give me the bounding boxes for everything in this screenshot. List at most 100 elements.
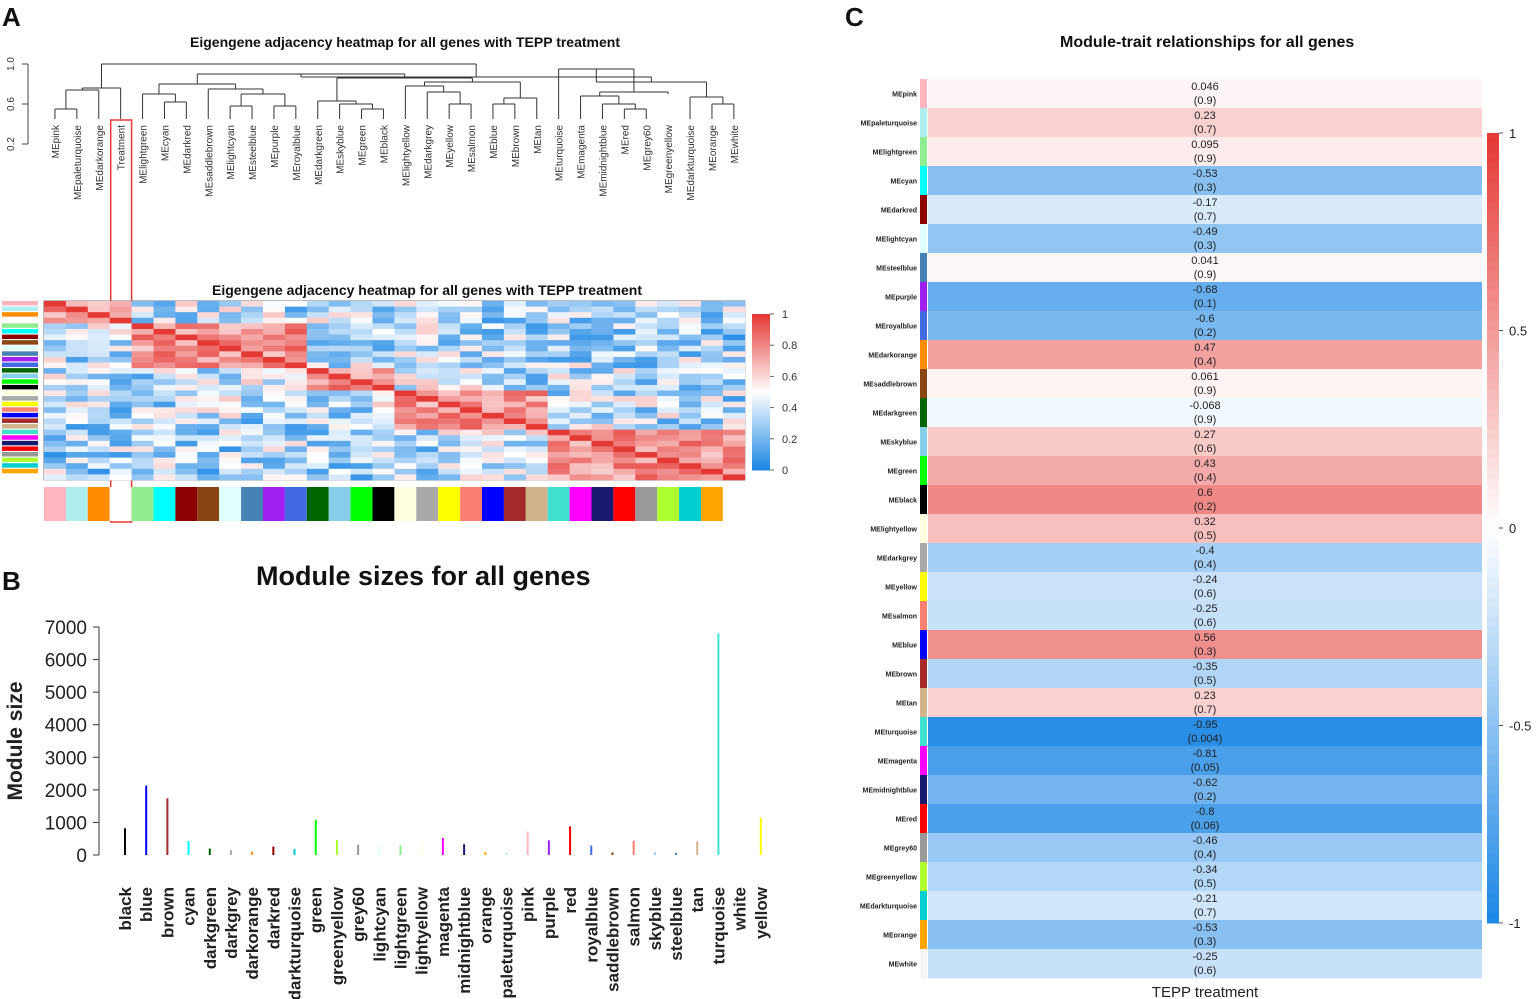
dendrogram-leaf-label: MEred — [620, 125, 631, 154]
adjacency-cell — [547, 440, 570, 447]
module-trait-cell — [928, 775, 1482, 805]
row-module-swatch — [2, 440, 38, 446]
adjacency-cell — [482, 373, 505, 380]
adjacency-cell — [372, 407, 395, 414]
module-trait-pvalue: (0.3) — [1194, 240, 1217, 252]
adjacency-cell — [416, 407, 439, 414]
adjacency-cell — [394, 323, 417, 330]
adjacency-cell — [635, 424, 658, 430]
module-trait-correlation: -0.62 — [1192, 777, 1217, 789]
adjacency-cell — [569, 312, 592, 319]
adjacency-cell — [219, 429, 242, 436]
module-trait-row-label: MEcyan — [891, 179, 917, 186]
legend-tick-label: 0.8 — [782, 340, 797, 352]
adjacency-cell — [701, 412, 724, 419]
adjacency-cell — [328, 328, 351, 335]
adjacency-cell — [44, 429, 67, 436]
adjacency-cell — [131, 429, 154, 436]
legend-gradient-step — [752, 314, 770, 318]
adjacency-cell — [372, 340, 395, 347]
adjacency-cell — [438, 334, 461, 341]
module-trait-legend-step — [1487, 429, 1499, 440]
module-trait-cell — [928, 717, 1482, 747]
dendrogram-y-tick-label: 1.0 — [6, 57, 17, 71]
adjacency-cell — [153, 328, 176, 335]
adjacency-cell — [635, 435, 658, 442]
adjacency-cell — [679, 317, 702, 324]
adjacency-cell — [328, 407, 351, 414]
module-trait-cell — [928, 862, 1482, 892]
row-module-swatch — [2, 317, 38, 323]
adjacency-cell — [350, 340, 373, 347]
adjacency-cell — [525, 474, 548, 481]
legend-gradient-step — [752, 464, 770, 468]
adjacency-cell — [284, 312, 308, 319]
adjacency-cell — [306, 418, 329, 425]
adjacency-cell — [241, 457, 264, 464]
adjacency-cell — [547, 301, 570, 307]
adjacency-cell — [350, 312, 373, 319]
adjacency-cell — [503, 457, 527, 464]
column-module-swatch — [65, 487, 88, 521]
adjacency-cell — [306, 340, 329, 347]
adjacency-cell — [350, 351, 373, 358]
adjacency-cell — [284, 418, 308, 425]
adjacency-cell — [482, 379, 505, 386]
adjacency-cell — [525, 384, 548, 391]
adjacency-cell — [350, 435, 373, 442]
adjacency-cell — [241, 435, 264, 442]
adjacency-cell — [701, 424, 724, 430]
adjacency-cell — [525, 301, 548, 307]
adjacency-cell — [153, 345, 176, 352]
adjacency-cell — [219, 435, 242, 442]
adjacency-cell — [613, 468, 636, 475]
module-trait-pvalue: (0.4) — [1194, 356, 1217, 368]
adjacency-cell — [350, 412, 373, 419]
module-size-x-tick-label: lightgreen — [392, 887, 411, 969]
row-module-swatch — [2, 407, 38, 412]
adjacency-cell — [131, 463, 154, 470]
module-trait-legend-step — [1487, 893, 1499, 904]
adjacency-cell — [591, 301, 614, 307]
adjacency-cell — [219, 407, 242, 414]
row-module-swatch — [2, 301, 38, 306]
adjacency-cell — [372, 418, 395, 425]
legend-gradient-step — [752, 405, 770, 409]
adjacency-cell — [503, 373, 527, 380]
adjacency-cell — [219, 401, 242, 408]
adjacency-cell — [591, 407, 614, 414]
module-trait-legend-step — [1487, 607, 1499, 618]
module-trait-cell — [928, 746, 1482, 776]
adjacency-cell — [263, 301, 286, 307]
adjacency-cell — [197, 328, 220, 335]
module-trait-legend-step — [1487, 597, 1499, 608]
row-module-swatch — [2, 328, 38, 334]
adjacency-cell — [241, 312, 264, 319]
adjacency-cell — [591, 379, 614, 386]
module-size-x-tick-label: grey60 — [349, 887, 368, 942]
module-trait-legend-label: -1 — [1509, 916, 1521, 931]
module-size-y-tick-label: 6000 — [45, 651, 87, 672]
adjacency-cell — [635, 407, 658, 414]
legend-gradient-step — [752, 319, 770, 323]
adjacency-cell — [153, 446, 176, 453]
adjacency-cell — [197, 440, 220, 447]
module-trait-row-label: MEmagenta — [878, 759, 917, 766]
adjacency-cell — [65, 328, 89, 335]
adjacency-cell — [263, 362, 286, 369]
adjacency-cell — [416, 435, 439, 442]
adjacency-cell — [394, 362, 417, 369]
adjacency-cell — [175, 317, 198, 324]
adjacency-cell — [657, 351, 680, 358]
adjacency-cell — [306, 446, 329, 453]
legend-gradient-step — [752, 446, 770, 450]
adjacency-cell — [87, 468, 110, 475]
module-trait-legend-step — [1487, 221, 1499, 233]
adjacency-cell — [65, 407, 89, 414]
adjacency-cell — [284, 457, 308, 464]
adjacency-cell — [284, 463, 308, 470]
adjacency-cell — [613, 474, 636, 481]
adjacency-cell — [284, 323, 308, 330]
adjacency-cell — [372, 317, 395, 324]
adjacency-cell — [65, 463, 89, 470]
